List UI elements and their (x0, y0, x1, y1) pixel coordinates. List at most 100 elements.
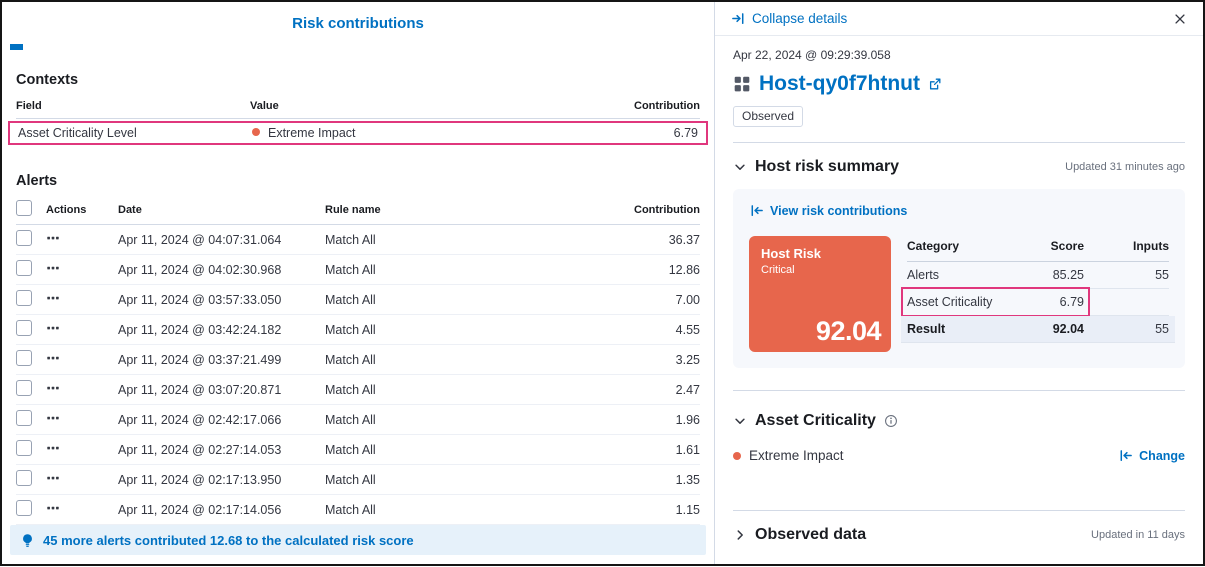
host-name-link[interactable]: Host-qy0f7htnut (759, 72, 920, 95)
select-row-checkbox[interactable] (16, 350, 32, 366)
risk-table-header: Category Score Inputs (907, 236, 1169, 262)
asset-criticality-value: Extreme Impact (749, 448, 844, 463)
alert-contribution: 1.35 (675, 472, 700, 487)
observed-data-header[interactable]: Observed data Updated in 11 days (733, 526, 1185, 544)
contexts-col-contribution: Contribution (634, 100, 700, 112)
risk-card-title: Host Risk (761, 246, 821, 261)
alert-rule: Match All (325, 292, 376, 307)
alert-contribution: 7.00 (675, 292, 700, 307)
contexts-col-value: Value (250, 100, 279, 112)
row-actions-button[interactable] (46, 261, 60, 275)
arrow-to-start-icon (1120, 450, 1133, 461)
row-actions-button[interactable] (46, 231, 60, 245)
risk-row-score: 6.79 (1059, 295, 1084, 309)
alerts-col-actions: Actions (46, 203, 87, 216)
criticality-dot-icon (733, 451, 741, 460)
alert-contribution: 4.55 (675, 322, 700, 337)
more-alerts-callout: 45 more alerts contributed 12.68 to the … (10, 525, 706, 555)
table-row: Apr 11, 2024 @ 02:27:14.053 Match All 1.… (16, 435, 700, 465)
select-row-checkbox[interactable] (16, 260, 32, 276)
contexts-row-highlight: Asset Criticality Level Extreme Impact 6… (8, 121, 708, 145)
boxes-horizontal-icon (47, 446, 59, 450)
select-row-checkbox[interactable] (16, 230, 32, 246)
host-details-flyout: Collapse details Apr 22, 2024 @ 09:29:39… (714, 2, 1203, 564)
select-row-checkbox[interactable] (16, 440, 32, 456)
alert-contribution: 36.37 (668, 232, 700, 247)
external-link-icon[interactable] (928, 77, 942, 91)
host-risk-summary-title: Host risk summary (755, 158, 900, 175)
alert-contribution: 1.61 (675, 442, 700, 457)
select-row-checkbox[interactable] (16, 290, 32, 306)
grid-icon (734, 76, 750, 92)
info-icon[interactable] (884, 414, 898, 428)
boxes-horizontal-icon (47, 476, 59, 480)
divider (733, 510, 1185, 511)
close-flyout-button[interactable] (1173, 12, 1187, 26)
observed-data-title: Observed data (755, 526, 867, 543)
alerts-heading: Alerts (16, 173, 58, 189)
alert-contribution: 3.25 (675, 352, 700, 367)
alert-rule: Match All (325, 412, 376, 427)
alerts-col-rule: Rule name (325, 203, 381, 216)
alert-date: Apr 11, 2024 @ 03:07:20.871 (118, 382, 282, 397)
context-field: Asset Criticality Level (18, 126, 137, 140)
alerts-table-header: Actions Date Rule name Contribution (16, 197, 700, 225)
select-row-checkbox[interactable] (16, 380, 32, 396)
risk-col-inputs: Inputs (1133, 239, 1169, 253)
boxes-horizontal-icon (47, 416, 59, 420)
alert-date: Apr 11, 2024 @ 02:17:14.056 (118, 502, 282, 517)
alert-date: Apr 11, 2024 @ 04:02:30.968 (118, 262, 282, 277)
risk-card-score: 92.04 (815, 316, 882, 346)
select-row-checkbox[interactable] (16, 410, 32, 426)
table-row: Apr 11, 2024 @ 03:42:24.182 Match All 4.… (16, 315, 700, 345)
view-risk-contributions-button[interactable]: View risk contributions (749, 203, 907, 218)
alert-date: Apr 11, 2024 @ 02:42:17.066 (118, 412, 282, 427)
risk-row-category: Asset Criticality (907, 295, 993, 309)
row-actions-button[interactable] (46, 291, 60, 305)
row-actions-button[interactable] (46, 501, 60, 515)
row-actions-button[interactable] (46, 351, 60, 365)
more-alerts-text: 45 more alerts contributed 12.68 to the … (43, 532, 414, 548)
criticality-dot-icon (252, 128, 260, 136)
table-row: Apr 11, 2024 @ 03:57:33.050 Match All 7.… (16, 285, 700, 315)
select-row-checkbox[interactable] (16, 500, 32, 516)
risk-contributions-panel: Risk contributions Contexts Field Value … (2, 2, 714, 564)
contexts-table-header: Field Value Contribution (16, 96, 700, 119)
boxes-horizontal-icon (47, 386, 59, 390)
row-actions-button[interactable] (46, 471, 60, 485)
table-row-result: Result 92.04 55 (901, 316, 1175, 343)
risk-row-inputs: 55 (1155, 268, 1169, 282)
alert-date: Apr 11, 2024 @ 04:07:31.064 (118, 232, 282, 247)
select-row-checkbox[interactable] (16, 320, 32, 336)
row-actions-button[interactable] (46, 411, 60, 425)
alert-date: Apr 11, 2024 @ 03:37:21.499 (118, 352, 282, 367)
lightbulb-icon (23, 533, 32, 547)
row-actions-button[interactable] (46, 321, 60, 335)
alert-rule: Match All (325, 322, 376, 337)
alert-contribution: 1.15 (675, 502, 700, 517)
table-row: Apr 11, 2024 @ 03:07:20.871 Match All 2.… (16, 375, 700, 405)
select-row-checkbox[interactable] (16, 470, 32, 486)
boxes-horizontal-icon (47, 266, 59, 270)
contexts-col-field: Field (16, 100, 42, 112)
boxes-horizontal-icon (47, 296, 59, 300)
risk-row-score: 85.25 (1052, 268, 1084, 282)
chevron-right-icon (737, 530, 743, 540)
row-actions-button[interactable] (46, 381, 60, 395)
observed-data-updated: Updated in 11 days (1091, 529, 1185, 541)
risk-contributions-header: Risk contributions (2, 2, 714, 42)
table-row: Apr 11, 2024 @ 03:37:21.499 Match All 3.… (16, 345, 700, 375)
alert-rule: Match All (325, 382, 376, 397)
event-timestamp: Apr 22, 2024 @ 09:29:39.058 (733, 48, 891, 62)
host-risk-summary-header[interactable]: Host risk summary Updated 31 minutes ago (733, 158, 1185, 176)
table-row: Apr 11, 2024 @ 04:07:31.064 Match All 36… (16, 225, 700, 255)
asset-criticality-header[interactable]: Asset Criticality (733, 412, 1185, 430)
contexts-row: Asset Criticality Level Extreme Impact 6… (18, 126, 698, 140)
row-actions-button[interactable] (46, 441, 60, 455)
collapse-details-button[interactable]: Collapse details (731, 11, 847, 26)
risk-col-score: Score (1050, 239, 1084, 253)
change-criticality-button[interactable]: Change (1118, 448, 1185, 463)
select-all-checkbox[interactable] (16, 200, 32, 216)
contexts-heading: Contexts (16, 72, 79, 88)
chevron-down-icon (735, 418, 745, 424)
